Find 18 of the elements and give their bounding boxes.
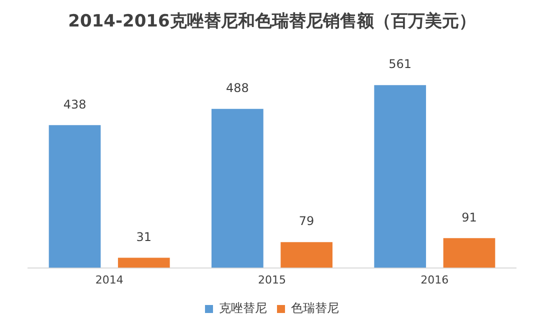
x-tick-label: 2014: [95, 273, 124, 286]
data-label: 438: [63, 97, 86, 112]
x-tick-label: 2016: [420, 273, 449, 286]
data-label: 561: [388, 57, 412, 72]
x-tick-label: 2015: [258, 273, 286, 286]
bar: [212, 108, 264, 268]
data-label: 488: [226, 81, 249, 95]
data-label: 91: [462, 210, 477, 224]
data-label: 31: [136, 230, 152, 244]
bar: [374, 85, 426, 268]
bar: [118, 258, 170, 268]
chart-title: 2014-2016克唑替尼和色瑞替尼销售额（百万美元）: [68, 12, 476, 32]
bar: [48, 125, 101, 268]
bar: [443, 238, 496, 268]
legend-label: 色瑞替尼: [291, 301, 339, 316]
bar: [280, 242, 332, 268]
data-label: 79: [298, 214, 314, 228]
legend-label: 克唑替尼: [219, 301, 267, 316]
